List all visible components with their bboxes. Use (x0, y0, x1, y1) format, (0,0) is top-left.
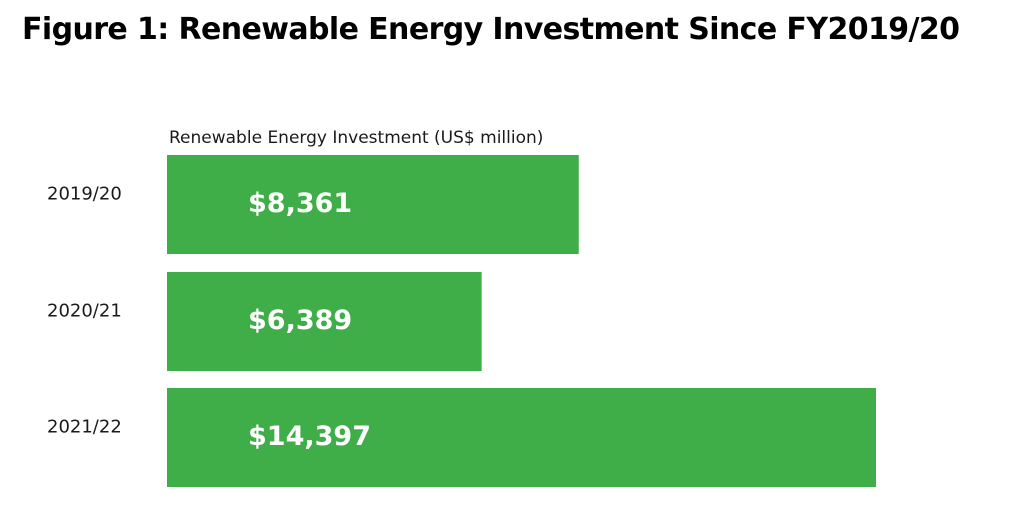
category-label: 2020/21 (47, 301, 122, 322)
category-label: 2019/20 (47, 184, 122, 205)
series-label: Renewable Energy Investment (US$ million… (169, 128, 543, 148)
value-label: $8,361 (248, 188, 352, 219)
bar-2021-22 (167, 388, 876, 487)
bar-2020-21 (167, 272, 482, 371)
chart-title: Figure 1: Renewable Energy Investment Si… (22, 12, 960, 47)
value-label: $6,389 (248, 305, 352, 336)
value-label: $14,397 (248, 421, 371, 452)
bars-group: 2019/20 $8,361 2020/21 $6,389 2021/22 $14,397 (47, 155, 876, 487)
category-label: 2021/22 (47, 417, 122, 438)
bar-2019-20 (167, 155, 579, 254)
